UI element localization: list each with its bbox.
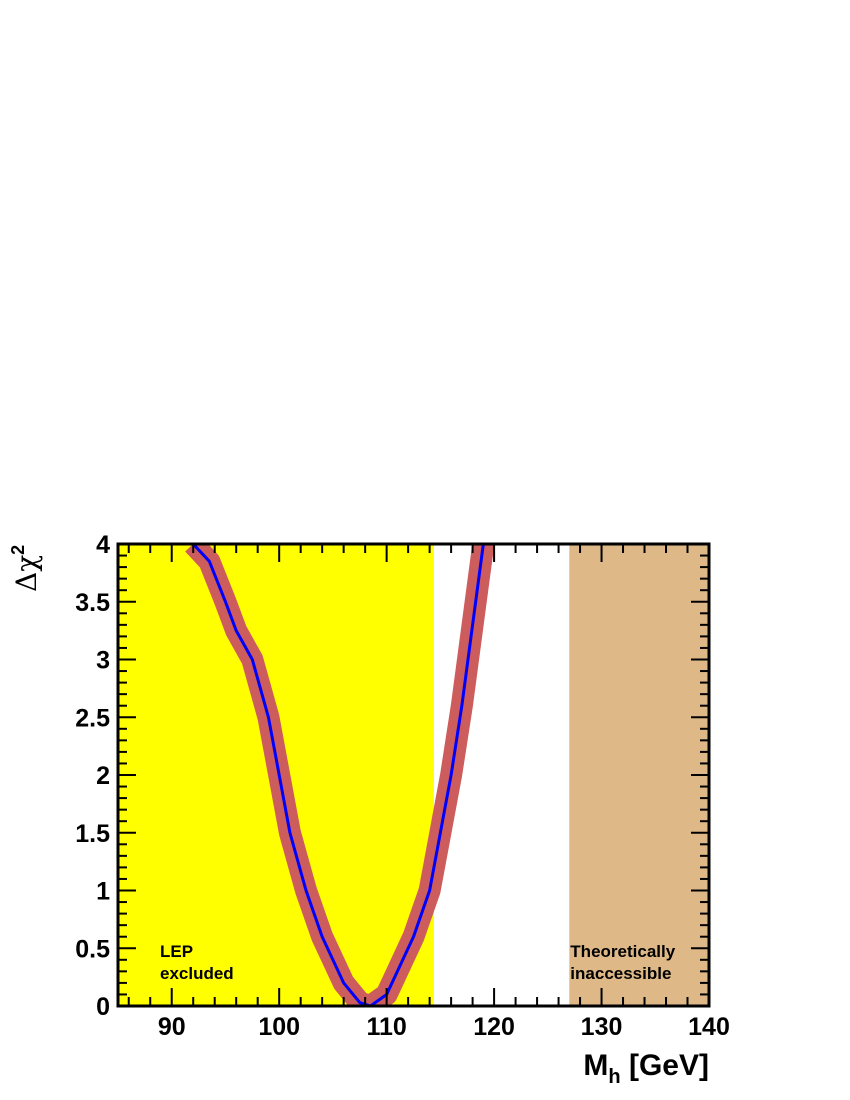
series-line <box>192 544 485 1006</box>
y-tick-label: 2 <box>96 762 110 790</box>
region-label: LEP <box>160 942 193 961</box>
x-label: M <box>583 1049 608 1082</box>
y-tick-label: 0.5 <box>75 935 110 963</box>
x-tick-label: 100 <box>258 1013 300 1041</box>
region-label: Theoretically <box>570 942 675 961</box>
x-tick-label: 130 <box>581 1013 623 1041</box>
region <box>569 544 709 1006</box>
x-tick-label: 110 <box>366 1013 406 1041</box>
x-axis-title: Mh [GeV] <box>583 1049 709 1088</box>
plot-area <box>118 544 709 1006</box>
region-label: inaccessible <box>570 964 671 983</box>
y-label-sup: 2 <box>8 545 28 555</box>
x-tick-label: 120 <box>473 1013 515 1041</box>
y-tick-label: 1 <box>96 878 110 906</box>
x-label-sub: h <box>608 1066 620 1088</box>
y-label: Δχ <box>10 555 43 592</box>
y-tick-label: 3 <box>96 647 110 675</box>
y-axis-title: Δχ2 <box>8 545 43 592</box>
x-tick-label: 90 <box>158 1013 186 1041</box>
x-tick-label: 140 <box>688 1013 730 1041</box>
y-tick-label: 0 <box>96 993 110 1021</box>
y-tick-label: 3.5 <box>75 589 110 617</box>
y-tick-label: 4 <box>96 531 110 559</box>
region-label: excluded <box>160 964 234 983</box>
y-tick-label: 2.5 <box>75 704 110 732</box>
y-tick-label: 1.5 <box>75 820 110 848</box>
x-label-rest: [GeV] <box>621 1049 709 1082</box>
